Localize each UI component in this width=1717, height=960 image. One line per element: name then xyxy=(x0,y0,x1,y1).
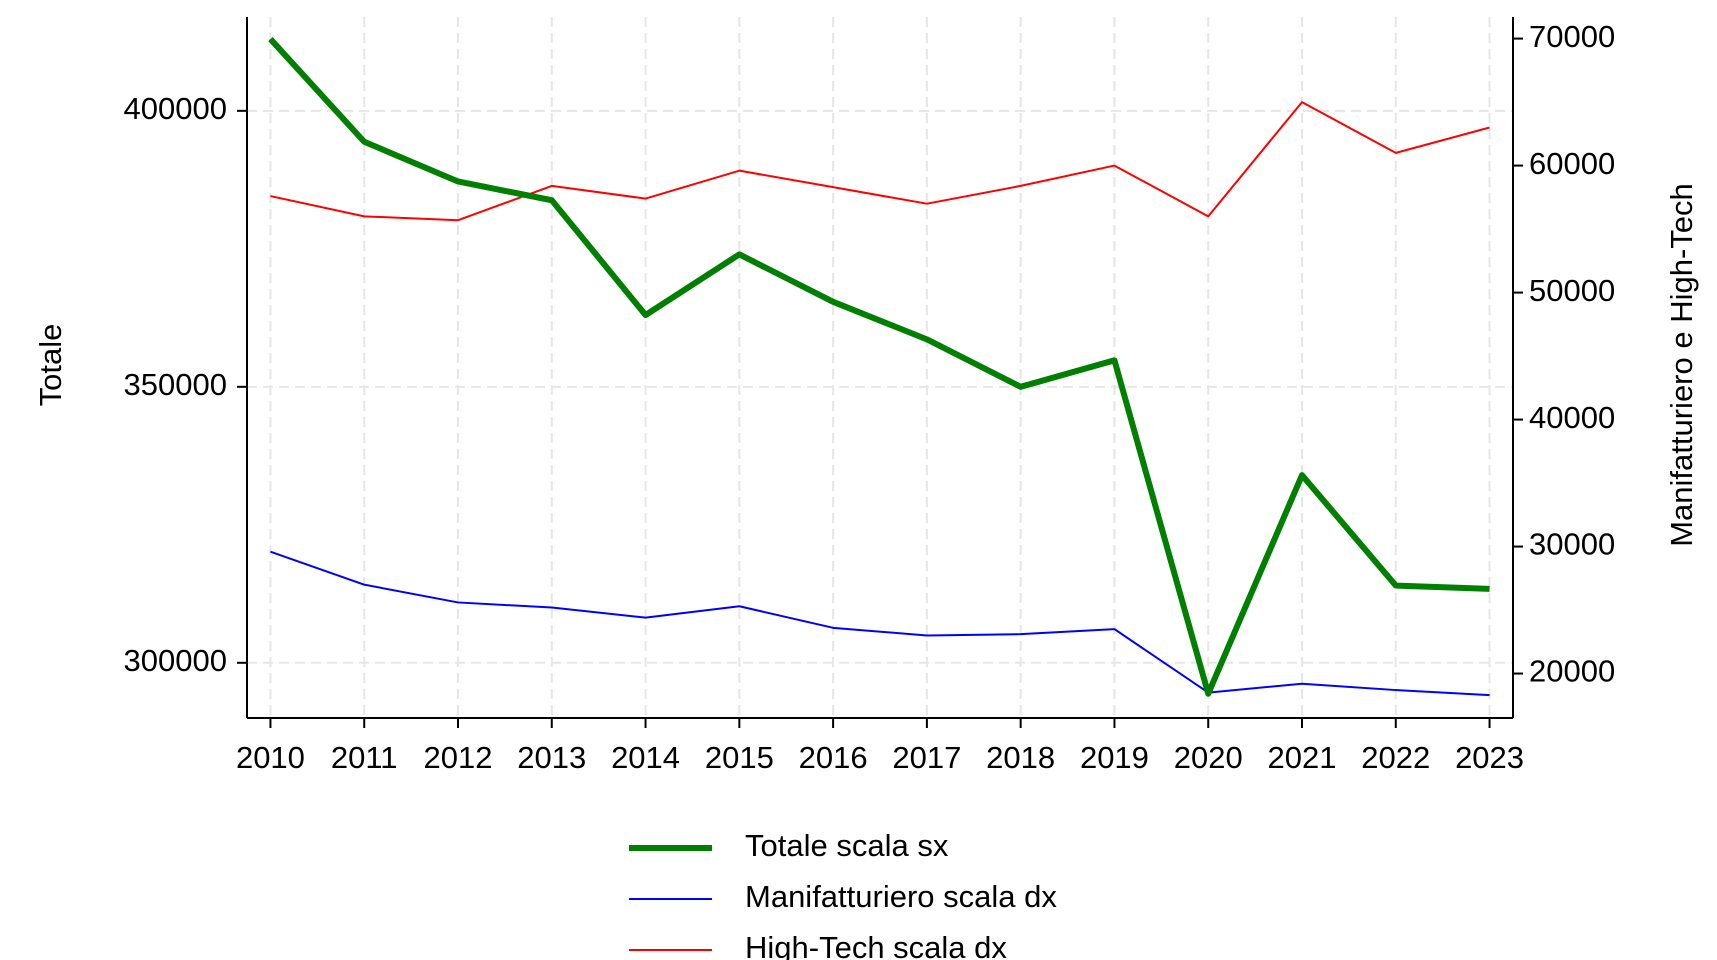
y2-tick-label: 70000 xyxy=(1529,19,1615,54)
x-tick-label: 2011 xyxy=(331,740,398,775)
series-line xyxy=(268,37,1490,697)
series-line xyxy=(270,550,1490,697)
x-tick-label: 2023 xyxy=(1455,740,1524,775)
series-line xyxy=(270,101,1490,222)
x-tick-label: 2014 xyxy=(611,740,680,775)
y2-axis-title: Manifatturiero e High-Tech xyxy=(1664,183,1699,547)
y2-tick-label: 40000 xyxy=(1529,400,1615,435)
x-tick-label: 2018 xyxy=(986,740,1055,775)
legend-label: Totale scala sx xyxy=(745,828,949,863)
y2-tick-label: 50000 xyxy=(1529,273,1615,308)
y-axis-title: Totale xyxy=(33,324,68,407)
legend-label: High-Tech scala dx xyxy=(745,930,1007,960)
x-tick-label: 2016 xyxy=(799,740,868,775)
x-tick-label: 2021 xyxy=(1268,740,1337,775)
y2-tick-label: 20000 xyxy=(1529,654,1615,689)
x-tick-label: 2020 xyxy=(1174,740,1243,775)
x-tick-label: 2022 xyxy=(1361,740,1430,775)
x-tick-label: 2017 xyxy=(892,740,961,775)
x-tick-label: 2013 xyxy=(517,740,586,775)
x-tick-label: 2010 xyxy=(236,740,305,775)
x-tick-label: 2015 xyxy=(705,740,774,775)
x-tick-label: 2019 xyxy=(1080,740,1149,775)
y-tick-label: 400000 xyxy=(124,91,227,126)
x-tick-label: 2012 xyxy=(424,740,493,775)
y2-tick-label: 30000 xyxy=(1529,527,1615,562)
y2-tick-label: 60000 xyxy=(1529,146,1615,181)
legend-label: Manifatturiero scala dx xyxy=(745,879,1057,914)
y-tick-label: 350000 xyxy=(124,367,227,402)
y-tick-label: 300000 xyxy=(124,643,227,678)
